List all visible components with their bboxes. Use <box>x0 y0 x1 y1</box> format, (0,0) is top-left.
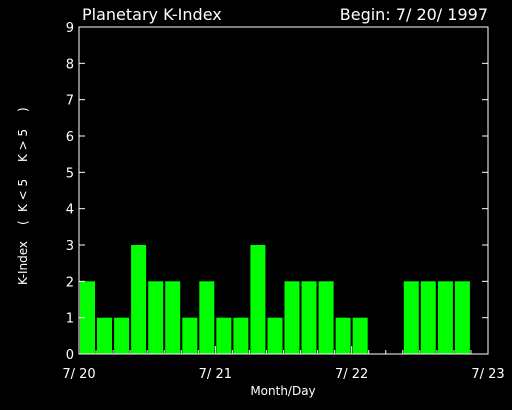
y-tick-label: 4 <box>66 203 74 218</box>
x-tick-label: 7/ 20 <box>62 367 95 382</box>
k-index-bar <box>267 317 283 354</box>
y-axis-label-open: ( <box>16 220 30 225</box>
y-tick-label: 9 <box>66 21 74 36</box>
chart-title: Planetary K-Index <box>82 5 222 24</box>
y-axis-label: K-Index ( K < 5 K > 5 ) <box>16 107 30 285</box>
y-tick-label: 1 <box>66 312 74 327</box>
y-axis-label-low: K < 5 <box>16 179 30 212</box>
y-tick-label: 5 <box>66 166 74 181</box>
k-index-bar <box>233 317 249 354</box>
k-index-bar <box>335 317 351 354</box>
k-index-bar <box>318 281 334 354</box>
y-axis-label-close: ) <box>16 107 30 112</box>
x-tick-label: 7/ 23 <box>471 367 504 382</box>
x-axis-label: Month/Day <box>250 384 315 398</box>
y-tick-label: 0 <box>66 348 74 363</box>
k-index-bar <box>420 281 436 354</box>
k-index-bar <box>352 317 368 354</box>
bar-group <box>80 245 470 354</box>
k-index-bar <box>114 317 130 354</box>
y-axis-label-high: K > 5 <box>16 129 30 162</box>
y-tick-label: 6 <box>66 130 74 145</box>
k-index-bar <box>131 245 147 354</box>
k-index-bar <box>97 317 112 354</box>
x-tick-label: 7/ 21 <box>199 367 232 382</box>
x-tick-label: 7/ 22 <box>335 367 368 382</box>
y-tick-label: 7 <box>66 94 74 109</box>
k-index-bar <box>216 317 232 354</box>
k-index-bar <box>148 281 164 354</box>
y-ticks: 0 1 2 3 4 5 6 7 8 9 <box>66 21 488 363</box>
k-index-bar <box>454 281 470 354</box>
k-index-bar <box>250 245 266 354</box>
k-index-bar <box>403 281 419 354</box>
y-tick-label: 8 <box>66 57 74 72</box>
k-index-bar <box>301 281 317 354</box>
begin-date-label: Begin: 7/ 20/ 1997 <box>340 5 488 24</box>
k-index-bar <box>437 281 453 354</box>
y-tick-label: 2 <box>66 275 74 290</box>
k-index-bar <box>284 281 300 354</box>
y-tick-label: 3 <box>66 239 74 254</box>
y-axis-label-main: K-Index <box>16 241 30 285</box>
x-ticks: 7/ 20 7/ 21 7/ 22 7/ 23 <box>62 346 505 382</box>
k-index-bar <box>80 281 95 354</box>
k-index-bar <box>165 281 181 354</box>
k-index-bar <box>199 281 215 354</box>
k-index-bar <box>182 317 198 354</box>
